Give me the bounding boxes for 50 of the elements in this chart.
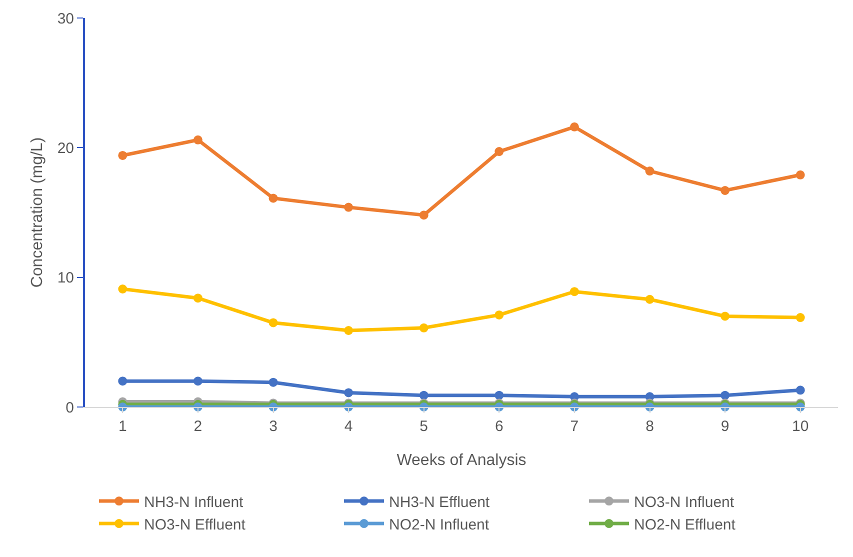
point [193,135,202,144]
x-tick-label: 6 [494,418,504,435]
x-axis-title: Weeks of Analysis [396,452,526,469]
point [268,378,278,387]
x-tick-label: 3 [269,418,278,435]
point [796,313,805,322]
point [494,390,504,400]
point [118,150,128,160]
point [419,390,428,400]
x-tick-label: 10 [792,418,809,435]
point [268,194,278,203]
point [645,294,654,304]
point [720,312,730,321]
point [796,170,805,180]
x-tick-label: 7 [570,418,579,435]
x-tick-label: 2 [194,418,202,435]
point [118,376,128,386]
point [344,202,354,212]
point [645,166,654,176]
legend-label: NO3-N Effluent [144,516,246,534]
legend-label: NO2-N Effluent [634,516,736,534]
y-tick-label: 10 [57,270,74,287]
point [570,287,579,296]
legend-label: NH3-N Effluent [389,494,490,511]
x-tick-label: 5 [420,418,428,435]
point [419,210,428,220]
point [193,376,202,386]
point [570,122,579,132]
point [193,294,202,303]
x-tick-label: 9 [720,418,730,435]
x-tick-label: 8 [646,418,654,435]
point [344,388,354,398]
y-axis-title: Concentration (mg/L) [29,137,46,288]
point [494,310,504,320]
y-tick-label: 0 [66,399,74,416]
y-tick-label: 20 [57,140,74,157]
x-tick-label: 4 [344,418,353,435]
point [720,390,730,400]
y-tick-label: 30 [57,10,74,28]
point [796,386,805,395]
point [344,326,354,335]
point [419,323,428,332]
x-tick-label: 1 [118,418,127,435]
legend-label: NO3-N Influent [634,494,735,511]
legend-label: NH3-N Influent [144,494,244,511]
point [268,318,278,328]
legend-label: NO2-N Influent [389,516,490,534]
point [118,284,128,294]
point [720,186,730,195]
point [494,147,504,156]
